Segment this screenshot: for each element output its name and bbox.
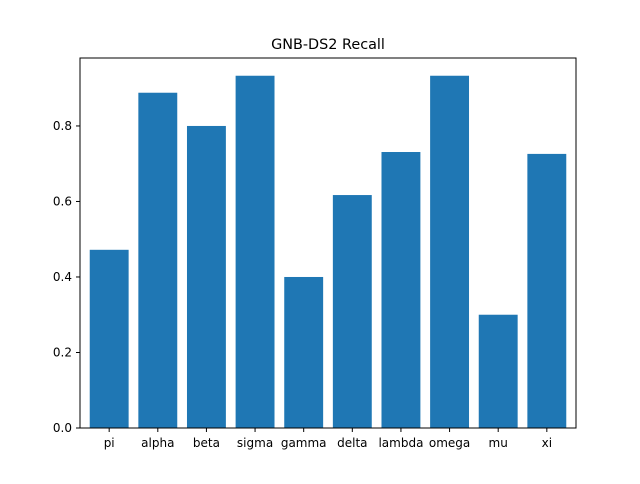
x-tick-label-omega: omega	[429, 436, 470, 450]
x-tick-label-mu: mu	[489, 436, 508, 450]
plot-frame	[79, 57, 577, 429]
x-axis: pi alpha beta sigma gamma delta lambda omega mu x…	[104, 428, 552, 450]
x-tick-label-beta: beta	[193, 436, 220, 450]
y-tick-label: 0.4	[53, 270, 72, 284]
y-axis: 0.0 0.2 0.4 0.6 0.8	[53, 119, 80, 435]
chart-title: GNB-DS2 Recall	[271, 37, 385, 53]
x-tick-label-lambda: lambda	[378, 436, 423, 450]
y-tick-label: 0.0	[53, 421, 72, 435]
bar-xi	[527, 153, 567, 428]
x-tick-label-delta: delta	[337, 436, 367, 450]
x-tick-label-gamma: gamma	[281, 436, 327, 450]
y-tick-label: 0.8	[53, 119, 72, 133]
bar-alpha	[138, 92, 178, 428]
bar-mu	[478, 314, 518, 428]
x-tick-label-pi: pi	[104, 436, 115, 450]
bar-gamma	[284, 276, 324, 428]
bar-omega	[430, 75, 470, 429]
x-tick-label-sigma: sigma	[237, 436, 273, 450]
bar-lambda	[381, 152, 421, 428]
bar-delta	[332, 195, 372, 428]
x-tick-label-xi: xi	[542, 436, 552, 450]
bar-beta	[186, 125, 226, 429]
bars-group	[89, 75, 567, 429]
y-tick-label: 0.2	[53, 345, 72, 359]
bar-pi	[89, 249, 129, 428]
y-tick-label: 0.6	[53, 194, 72, 208]
x-tick-label-alpha: alpha	[141, 436, 174, 450]
bar-sigma	[235, 75, 275, 429]
